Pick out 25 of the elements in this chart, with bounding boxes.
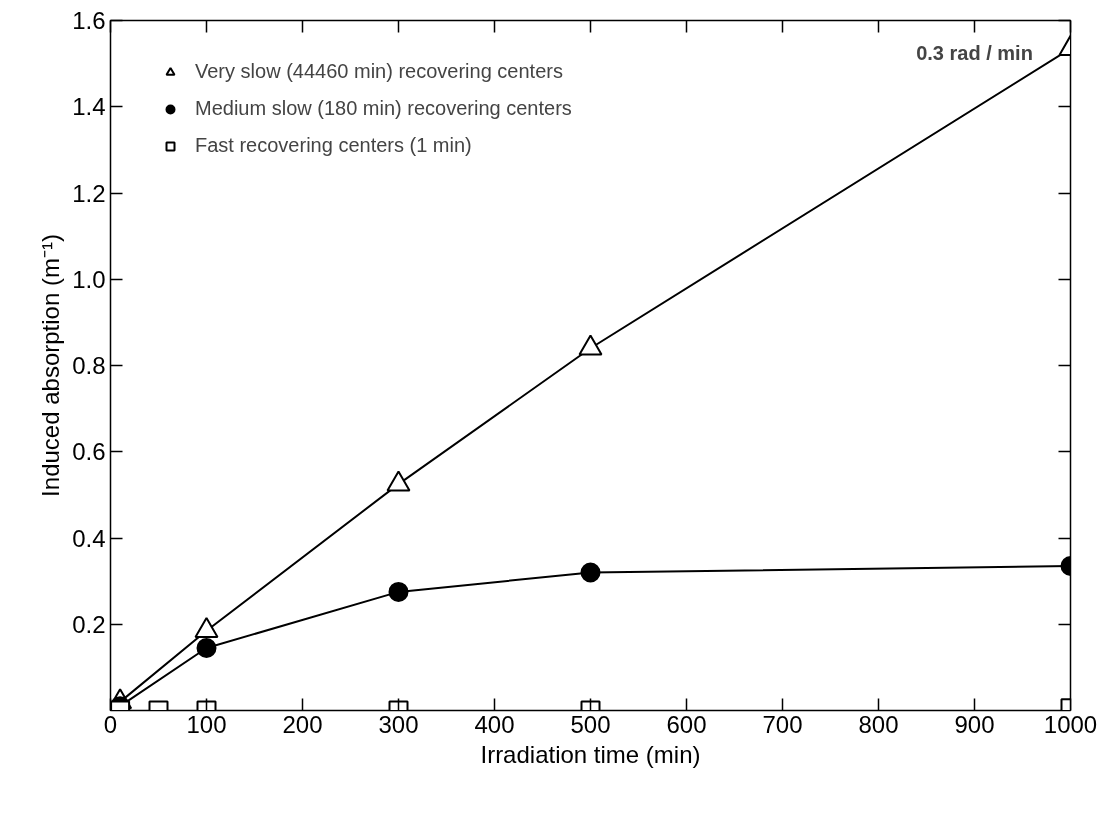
y-tick-label: 1.6 [72,7,106,34]
y-tick-label: 0.8 [72,352,106,379]
legend-label: Medium slow (180 min) recovering centers [195,97,572,120]
y-tick-label: 1.2 [72,179,106,207]
y-tick-label: 1.0 [72,265,106,293]
y-axis-title: Induced absorption (m⁻¹) [37,234,65,497]
x-tick-label: 400 [474,710,515,738]
x-tick-label: 600 [666,710,707,738]
y-tick-label: 0.6 [72,438,106,466]
x-tick-label: 800 [858,710,899,738]
x-tick-label: 100 [186,710,227,738]
x-tick-label: 300 [378,710,419,738]
annotation: 0.3 rad / min [916,41,1033,64]
x-tick-label: 1000 [1043,710,1098,738]
y-tick-label: 0.2 [72,610,106,638]
x-tick-label: 900 [954,710,995,738]
x-tick-label: 0 [103,710,118,738]
legend-label: Very slow (44460 min) recovering centers [195,60,563,83]
x-axis-title: Irradiation time (min) [480,740,701,768]
y-tick-label: 1.4 [72,93,106,121]
x-tick-label: 500 [570,710,611,738]
legend-label: Fast recovering centers (1 min) [195,134,472,157]
x-tick-label: 200 [282,710,323,738]
y-tick-label: 0.4 [72,524,106,552]
x-tick-label: 700 [762,710,803,738]
